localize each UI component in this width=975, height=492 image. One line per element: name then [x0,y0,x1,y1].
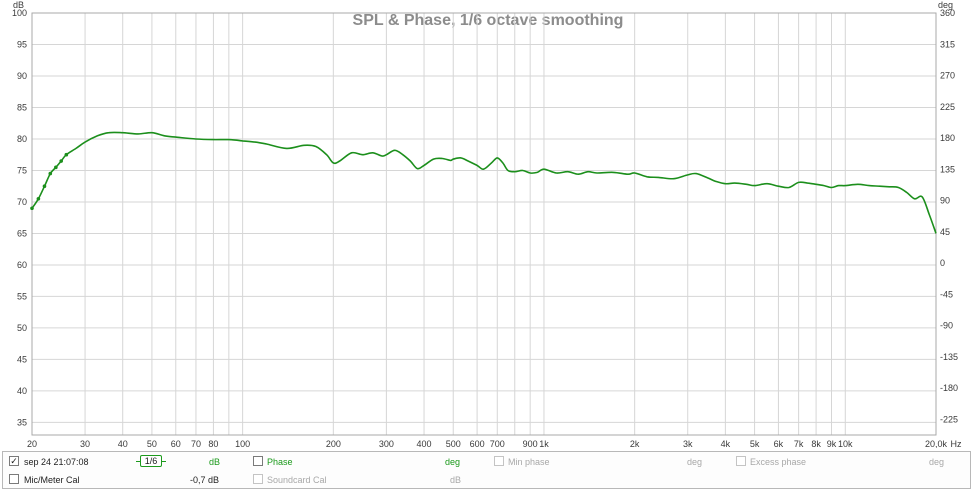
left-y-tick-label: 100 [12,8,27,18]
x-tick-label: 700 [490,439,505,448]
measurement-checkbox[interactable]: ✓ [9,456,19,466]
mic-cal-label: Mic/Meter Cal [24,475,80,485]
right-axis-unit: deg [938,0,953,10]
left-y-axis: 100 95 90 85 80 75 70 65 60 55 50 45 40 35 [12,8,27,427]
right-y-tick-label: 270 [940,71,955,81]
left-y-tick-label: 40 [17,386,27,396]
spl-series-line [31,131,937,234]
x-tick-label: 50 [147,439,157,448]
series-layer [30,131,937,234]
right-y-tick-label: 360 [940,8,955,18]
right-y-tick-label: -225 [940,414,958,424]
phase-label: Phase [267,457,293,467]
x-tick-label: 2k [630,439,640,448]
x-tick-label: 600 [470,439,485,448]
spl-data-point [36,197,41,201]
x-axis: 20 30 40 50 60 70 80 100 200 300 400 500 600 700 900 1k… [27,439,948,448]
spl-data-point [64,152,69,157]
left-y-tick-label: 80 [17,134,27,144]
measurement-name: sep 24 21:07:08 [24,457,89,467]
phase-unit: deg [445,457,461,467]
left-y-tick-label: 45 [17,354,27,364]
left-axis-unit: dB [13,0,24,10]
spl-data-point [48,171,53,176]
chart-title: SPL & Phase, 1/6 octave smoothing [353,12,624,29]
left-y-tick-label: 75 [17,165,27,175]
left-y-tick-label: 70 [17,197,27,207]
x-tick-label: 900 [523,439,538,448]
left-y-tick-label: 85 [17,102,27,112]
x-tick-label: 9k [827,439,837,448]
right-y-axis: 360 315 270 225 180 135 90 45 0 -45 -90 -135 -180 -22… [940,8,958,424]
x-tick-label: 200 [326,439,341,448]
x-tick-label: 40 [118,439,128,448]
x-tick-label: 4k [721,439,731,448]
x-tick-label: 6k [774,439,784,448]
excess-phase-label: Excess phase [750,457,807,467]
x-tick-label: 300 [379,439,394,448]
mic-cal-checkbox[interactable] [9,474,19,484]
left-y-tick-label: 95 [17,39,27,49]
right-y-tick-label: 225 [940,102,955,112]
right-y-tick-label: 180 [940,133,955,143]
x-tick-label: 3k [683,439,693,448]
soundcard-cal-unit: dB [450,475,462,485]
spl-data-point [59,159,64,163]
mic-cal-value: -0,7 dB [190,475,220,485]
left-y-tick-label: 65 [17,228,27,238]
right-y-tick-label: -180 [940,383,958,393]
x-tick-label: 100 [235,439,250,448]
x-tick-label: 80 [208,439,218,448]
soundcard-cal-label: Soundcard Cal [267,475,327,485]
soundcard-cal-checkbox[interactable] [253,474,263,484]
x-tick-label: 20,0k [925,439,948,448]
x-tick-label: 30 [80,439,90,448]
excess-phase-checkbox[interactable] [736,456,746,466]
phase-checkbox[interactable] [253,456,263,466]
x-tick-label: 8k [811,439,821,448]
x-tick-label: 70 [191,439,201,448]
plot-area-border [31,12,937,436]
right-y-tick-label: -45 [940,289,953,299]
excess-phase-unit: deg [929,457,945,467]
spl-data-point [30,206,34,211]
right-y-tick-label: 315 [940,39,955,49]
left-y-tick-label: 55 [17,291,27,301]
x-tick-label: 7k [794,439,804,448]
right-y-tick-label: 90 [940,196,950,206]
right-y-tick-label: 135 [940,164,955,174]
right-y-tick-label: 45 [940,227,950,237]
right-y-tick-label: 0 [940,258,945,268]
left-y-tick-label: 50 [17,323,27,333]
plot-grid [32,13,936,435]
x-tick-label: 400 [417,439,432,448]
spl-phase-chart: SPL & Phase, 1/6 octave smoothing dB deg… [12,0,962,448]
x-tick-label: 10k [838,439,853,448]
x-tick-label: 20 [27,439,37,448]
spl-unit: dB [209,457,221,467]
x-axis-unit: Hz [951,439,962,448]
min-phase-unit: deg [687,457,703,467]
x-tick-label: 500 [446,439,461,448]
x-tick-label: 5k [750,439,760,448]
smoothing-selector[interactable]: 1/6 [136,455,166,467]
spl-data-point [54,165,58,170]
left-y-tick-label: 90 [17,71,27,81]
legend-row-calibration: Mic/Meter Cal -0,7 dB Soundcard Cal dB [3,471,970,489]
left-y-tick-label: 60 [17,260,27,270]
right-y-tick-label: -90 [940,321,953,331]
legend-panel: ✓ sep 24 21:07:08 1/6 dB Phase deg Min p… [2,451,971,489]
spl-data-point [42,184,47,189]
right-y-tick-label: -135 [940,352,958,362]
min-phase-label: Min phase [508,457,550,467]
x-tick-label: 60 [171,439,181,448]
x-tick-label: 1k [539,439,549,448]
legend-row-measurement: ✓ sep 24 21:07:08 1/6 dB Phase deg Min p… [3,453,970,471]
left-y-tick-label: 35 [17,417,27,427]
min-phase-checkbox[interactable] [494,456,504,466]
